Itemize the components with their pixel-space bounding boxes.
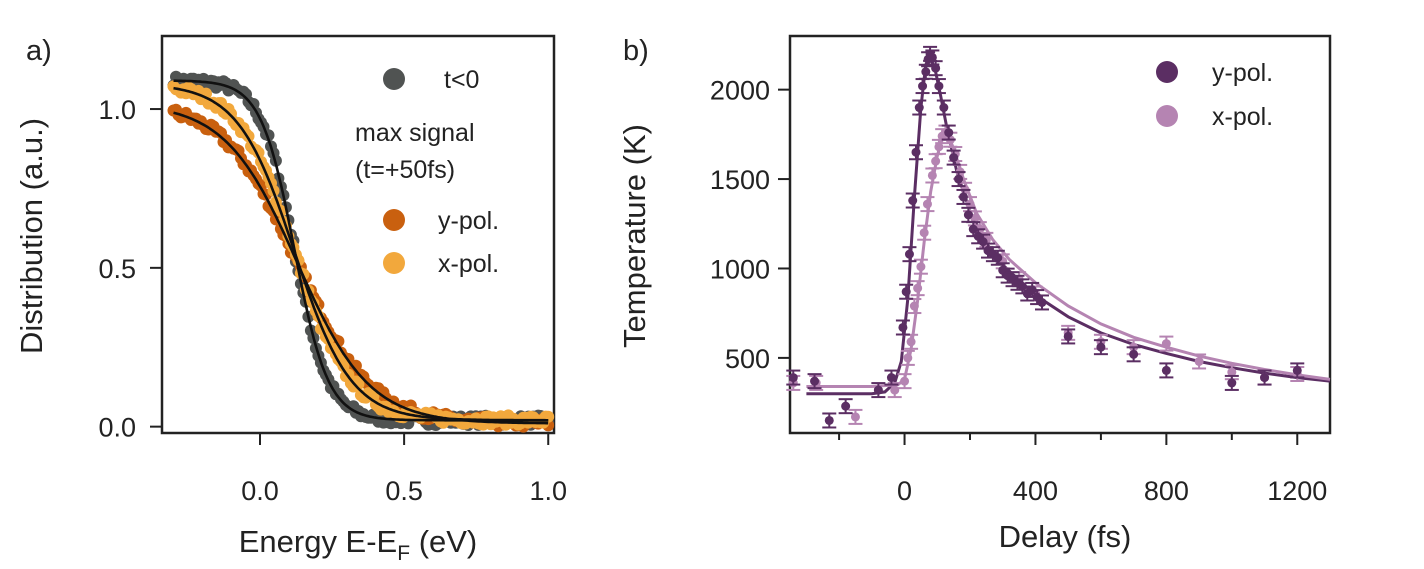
- fit-line-x-pol-b: [806, 129, 1331, 388]
- data-point: [922, 199, 932, 209]
- y-tick-label: 2000: [710, 76, 770, 106]
- panel-a-frame: [160, 34, 556, 435]
- panel-a: a) 0.0 0.5 1.0 0.0 0.5 1.0 Energy E-EF (eV) D…: [14, 34, 567, 565]
- data-point: [906, 337, 916, 347]
- data-point: [1129, 349, 1139, 359]
- series-y-pol-b: [786, 45, 1305, 429]
- data-point: [927, 170, 937, 180]
- data-point: [921, 67, 931, 77]
- data-point: [954, 174, 964, 184]
- panel-a-label: a): [26, 35, 52, 67]
- data-point: [1292, 365, 1302, 375]
- x-tick-label: 0: [897, 476, 912, 506]
- data-point: [1063, 331, 1073, 341]
- x-tick-label: 1.0: [529, 476, 567, 506]
- legend-label-x-pol-b: x-pol.: [1212, 103, 1273, 131]
- data-point: [909, 301, 919, 311]
- data-point: [934, 81, 944, 91]
- data-point: [850, 412, 860, 422]
- panel-a-ylabel: Distribution (a.u.): [14, 118, 49, 354]
- data-point: [939, 103, 949, 113]
- x-tick-label: 800: [1144, 476, 1189, 506]
- panel-b-legend: y-pol. x-pol.: [1156, 59, 1273, 131]
- data-point: [963, 210, 973, 220]
- data-point: [908, 196, 918, 206]
- data-point: [788, 373, 798, 383]
- data-point: [934, 142, 944, 152]
- data-point: [931, 63, 941, 73]
- panel-a-legend: t<0 max signal (t=+50fs) y-pol. x-pol.: [355, 66, 499, 278]
- series-x-pol-b: [786, 124, 1305, 425]
- data-point: [1161, 365, 1171, 375]
- data-point: [904, 249, 914, 259]
- data-point: [1161, 339, 1171, 349]
- panel-a-ticks: 0.0 0.5 1.0 0.0 0.5 1.0: [98, 95, 567, 506]
- y-tick-label: 1000: [710, 254, 770, 284]
- x-tick-label: 0.0: [241, 476, 279, 506]
- data-point: [886, 373, 896, 383]
- panel-a-fit-lines: [173, 79, 549, 425]
- panel-b-label: b): [623, 35, 649, 67]
- data-point: [873, 385, 883, 395]
- y-tick-label: 0.5: [98, 254, 136, 284]
- legend-marker-t-lt-0: [383, 68, 405, 90]
- data-point: [993, 253, 1003, 263]
- y-tick-label: 0.0: [98, 413, 136, 443]
- data-point: [913, 283, 923, 293]
- data-point: [978, 237, 988, 247]
- legend-marker-y-pol: [383, 209, 405, 231]
- data-point: [1227, 367, 1237, 377]
- data-point: [914, 103, 924, 113]
- x-tick-label: 1200: [1267, 476, 1327, 506]
- data-point: [918, 81, 928, 91]
- y-tick-label: 1.0: [98, 95, 136, 125]
- legend-header-line1: max signal: [355, 119, 475, 147]
- legend-label-x-pol: x-pol.: [438, 250, 499, 278]
- data-point: [901, 287, 911, 297]
- panel-b: b) 0 400 800 1200 500 1000 1500 2000 Delay (fs)…: [617, 34, 1332, 554]
- data-point: [911, 147, 921, 157]
- data-point: [900, 376, 910, 386]
- panel-b-ticks: 0 400 800 1200 500 1000 1500 2000: [710, 76, 1327, 506]
- legend-marker-x-pol-b: [1156, 105, 1178, 127]
- panel-a-xlabel: Energy E-EF (eV): [239, 524, 478, 565]
- data-point: [1096, 342, 1106, 352]
- legend-label-y-pol-b: y-pol.: [1212, 59, 1273, 87]
- data-point: [949, 153, 959, 163]
- data-point: [944, 128, 954, 138]
- data-point: [1194, 356, 1204, 366]
- data-point: [927, 52, 937, 62]
- data-point: [958, 192, 968, 202]
- data-point: [824, 415, 834, 425]
- data-point: [841, 401, 851, 411]
- data-point: [1260, 373, 1270, 383]
- fit-line-y-pol-a: [173, 111, 549, 425]
- panel-b-frame: [788, 34, 1332, 435]
- data-point: [1227, 378, 1237, 388]
- data-point: [810, 376, 820, 386]
- y-tick-label: 500: [725, 344, 770, 374]
- data-point: [898, 322, 908, 332]
- data-point: [903, 353, 913, 363]
- legend-marker-x-pol: [383, 252, 405, 274]
- data-point: [919, 228, 929, 238]
- panel-b-series: [786, 45, 1305, 429]
- data-point: [1037, 297, 1047, 307]
- data-point: [931, 156, 941, 166]
- legend-label-t-lt-0: t<0: [444, 66, 479, 94]
- panel-b-ylabel: Temperature (K): [617, 124, 652, 348]
- legend-header-line2: (t=+50fs): [355, 156, 455, 184]
- data-point: [890, 385, 900, 395]
- panel-b-xlabel: Delay (fs): [999, 519, 1132, 554]
- data-point: [916, 262, 926, 272]
- x-tick-label: 0.5: [385, 476, 423, 506]
- x-tick-label: 400: [1013, 476, 1058, 506]
- legend-marker-y-pol-b: [1156, 61, 1178, 83]
- legend-label-y-pol: y-pol.: [438, 207, 499, 235]
- y-tick-label: 1500: [710, 165, 770, 195]
- fit-line-x-pol-a: [173, 86, 549, 422]
